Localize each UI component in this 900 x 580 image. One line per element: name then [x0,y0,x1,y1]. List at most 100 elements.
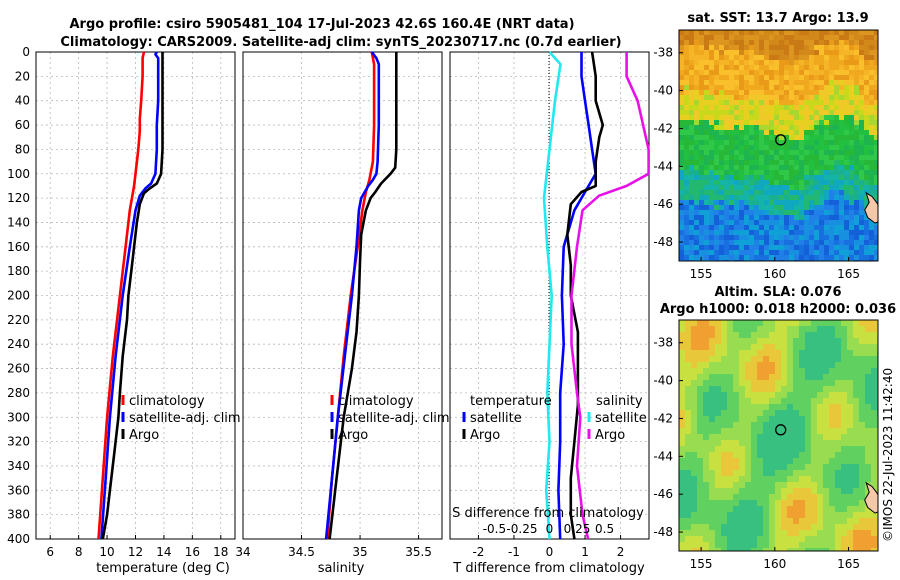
sst-cell [859,135,865,141]
sst-cell [799,235,805,241]
sla-cell [853,362,860,369]
sst-cell [814,65,820,71]
sla-cell [709,446,716,453]
sla-cell [799,530,806,537]
sst-cell [694,75,700,81]
sst-cell [699,245,705,251]
sst-cell [749,200,755,206]
sla-cell [793,374,800,381]
sst-cell [779,150,785,156]
sla-cell [847,434,854,441]
sst-cell [839,100,845,106]
sst-cell [679,150,685,156]
sla-cell [829,518,836,525]
sst-cell [729,65,735,71]
sst-cell [704,200,710,206]
sst-cell [784,150,790,156]
sla-cell [805,440,812,447]
sst-cell [699,155,705,161]
sla-cell [733,332,740,339]
sla-cell [799,512,806,519]
sst-cell [874,35,878,41]
sst-cell [679,100,685,106]
sst-cell [869,225,875,231]
sst-cell [759,95,765,101]
sla-cell [841,434,848,441]
sst-cell [779,80,785,86]
sst-cell [789,70,795,76]
sst-cell [724,235,730,241]
sla-cell [835,398,842,405]
sst-cell [814,180,820,186]
sla-cell [691,398,698,405]
sla-cell [871,524,878,531]
sla-cell [733,440,740,447]
sla-cell [823,404,830,411]
sst-cell [759,165,765,171]
sla-cell [865,326,872,333]
sla-cell [805,506,812,513]
sla-cell [715,494,722,501]
sst-cell [869,55,875,61]
sla-cell [835,386,842,393]
sst-cell [689,165,695,171]
sst-cell [754,190,760,196]
sst-cell [679,110,685,116]
sla-cell [865,356,872,363]
sst-cell [734,60,740,66]
sst-cell [689,230,695,236]
sst-cell [819,60,825,66]
sla-map-frame [678,319,879,552]
sla-cell [829,488,836,495]
sst-cell [724,65,730,71]
sst-cell [754,80,760,86]
sla-cell [775,350,782,357]
y-tick-label: 120 [7,191,30,205]
sla-cell [697,386,704,393]
sst-cell [729,225,735,231]
sst-cell [714,195,720,201]
sst-cell [804,65,810,71]
sla-cell [745,476,752,483]
sla-cell [721,434,728,441]
sla-cell [823,488,830,495]
sst-cell [834,140,840,146]
sst-cell [794,145,800,151]
sla-cell [745,404,752,411]
sst-cell [839,225,845,231]
sst-cell [814,240,820,246]
sst-cell [759,90,765,96]
sst-cell [679,80,685,86]
sst-cell [684,75,690,81]
sst-cell [804,180,810,186]
sst-cell [844,80,850,86]
sla-cell [835,326,842,333]
sst-cell [839,35,845,41]
sst-cell [744,140,750,146]
sla-cell [793,326,800,333]
sst-cell [844,125,850,131]
sst-cell [689,245,695,251]
sla-cell [763,476,770,483]
sla-cell [709,326,716,333]
sst-cell [859,195,865,201]
sla-cell [685,524,692,531]
sla-cell [733,506,740,513]
sst-cell [769,50,775,56]
sst-cell [859,100,865,106]
sla-cell [745,536,752,543]
sla-cell [679,470,686,477]
sst-cell [779,130,785,136]
sla-cell [793,488,800,495]
sst-cell [679,90,685,96]
sst-cell [769,155,775,161]
sst-cell [754,195,760,201]
sst-cell [729,240,735,246]
sla-cell [715,542,722,549]
sla-cell [859,488,866,495]
sla-cell [769,500,776,507]
sst-cell [864,95,870,101]
sst-cell [684,65,690,71]
sst-cell [759,245,765,251]
sla-cell [811,362,818,369]
